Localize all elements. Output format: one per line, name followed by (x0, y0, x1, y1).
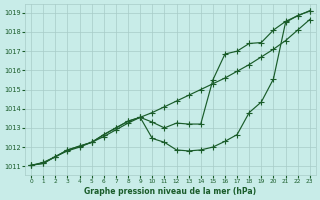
X-axis label: Graphe pression niveau de la mer (hPa): Graphe pression niveau de la mer (hPa) (84, 187, 257, 196)
